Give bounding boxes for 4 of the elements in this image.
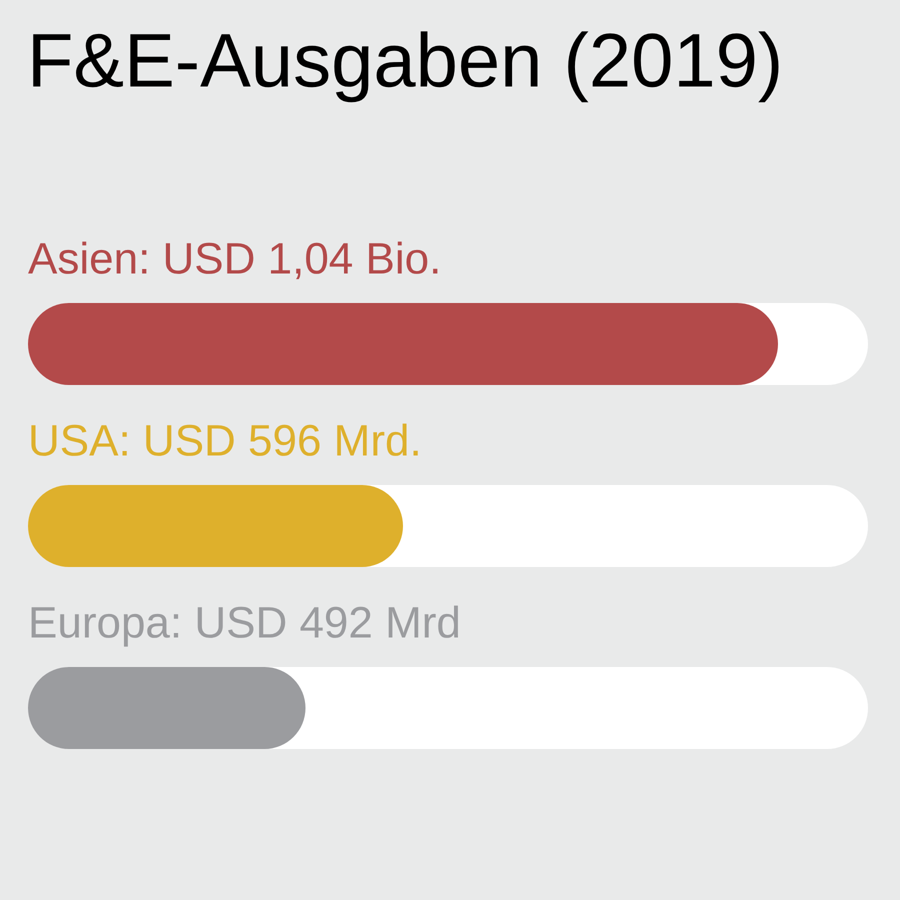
y-tick-label: Europa: USD 492 Mrd — [28, 598, 461, 648]
y-tick-label: USA: USD 596 Mrd. — [28, 416, 422, 466]
y-tick-label: Asien: USD 1,04 Bio. — [28, 234, 442, 284]
chart-title: F&E-Ausgaben (2019) — [27, 18, 784, 104]
